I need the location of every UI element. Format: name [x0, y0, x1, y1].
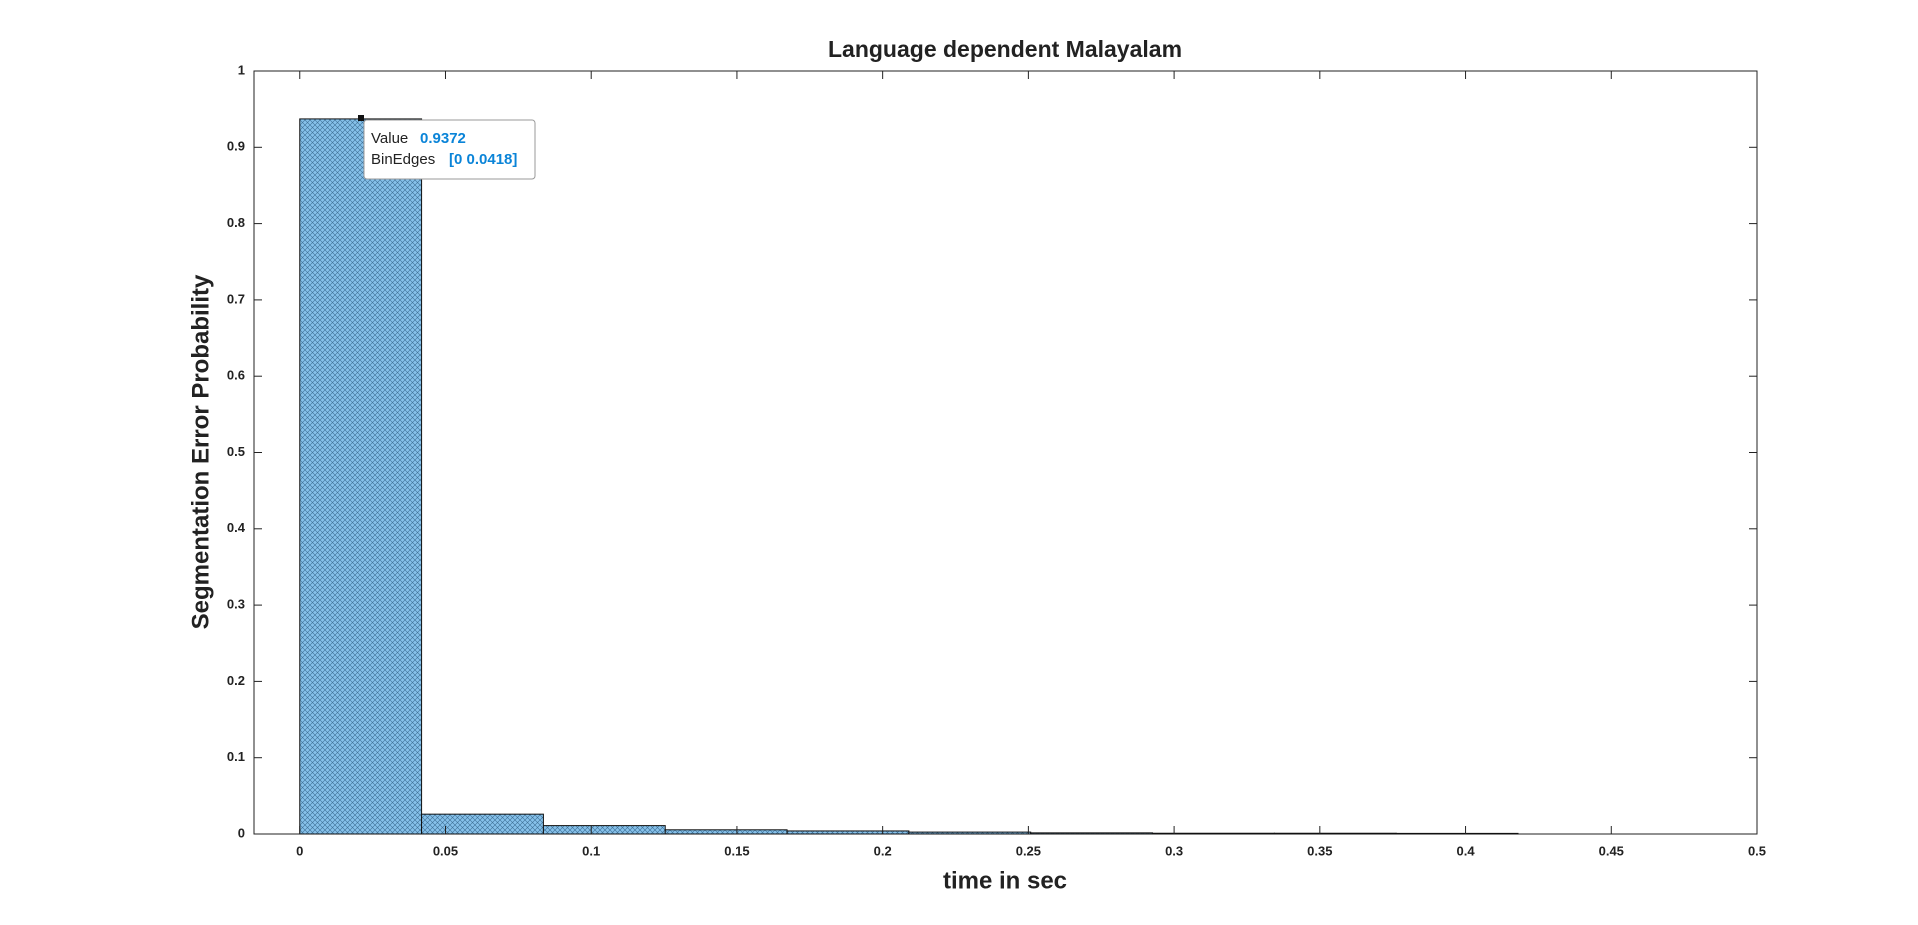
y-tick-label: 0.6	[227, 368, 245, 383]
bar	[1395, 832, 1519, 835]
bar	[542, 825, 666, 835]
datatip-marker	[358, 115, 364, 121]
bar	[908, 831, 1032, 835]
y-tick-label: 0.5	[227, 444, 245, 459]
x-tick-label: 0.2	[874, 843, 892, 858]
x-tick-label: 0	[296, 843, 303, 858]
chart-title: Language dependent Malayalam	[828, 36, 1182, 62]
x-tick-label: 0.1	[582, 843, 600, 858]
x-tick-label: 0.35	[1307, 843, 1332, 858]
plot-area	[253, 70, 1758, 835]
bar	[786, 830, 910, 835]
bar	[1152, 832, 1275, 835]
datatip-box	[363, 119, 536, 180]
datatip-label: Value	[371, 130, 408, 147]
y-tick-label: 0.8	[227, 215, 245, 230]
x-tick-label: 0.3	[1165, 843, 1183, 858]
x-tick-label: 0.4	[1457, 843, 1476, 858]
bar	[1273, 832, 1397, 835]
x-tick-label: 0.25	[1016, 843, 1041, 858]
y-axis-label: Segmentation Error Probability	[187, 274, 214, 629]
x-tick-label: 0.05	[433, 843, 458, 858]
bar	[299, 118, 423, 835]
y-tick-label: 0.2	[227, 673, 245, 688]
x-axis-label: time in sec	[943, 867, 1067, 894]
y-tick-label: 0.9	[227, 139, 245, 154]
y-tick-label: 0	[238, 825, 245, 840]
datatip-value: 0.9372	[420, 130, 466, 147]
x-tick-label: 0.15	[724, 843, 749, 858]
x-tick-label: 0.5	[1748, 843, 1766, 858]
x-tick-label: 0.45	[1599, 843, 1624, 858]
y-tick-label: 0.4	[227, 520, 246, 535]
bar	[664, 829, 788, 835]
datatip-label: BinEdges	[371, 151, 435, 168]
bar	[421, 813, 544, 835]
datatip: Value 0.9372 BinEdges [0 0.0418]	[358, 115, 536, 180]
bar	[1030, 832, 1154, 835]
y-tick-label: 0.1	[227, 749, 245, 764]
y-tick-label: 0.3	[227, 597, 245, 612]
y-tick-label: 0.7	[227, 291, 245, 306]
datatip-value: [0 0.0418]	[449, 151, 517, 168]
y-tick-label: 1	[238, 62, 245, 77]
